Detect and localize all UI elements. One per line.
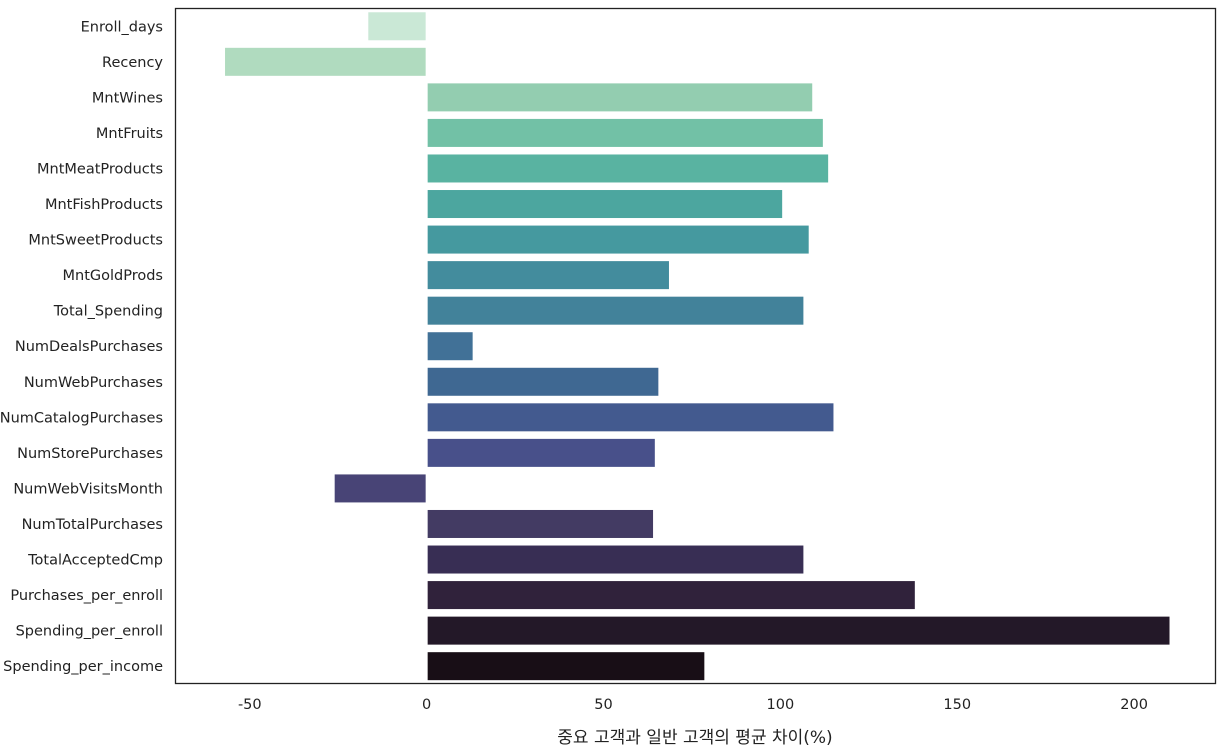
category-label: MntWines	[92, 90, 163, 106]
category-label: NumDealsPurchases	[15, 339, 163, 355]
category-label: Spending_per_income	[3, 659, 163, 675]
category-label: MntGoldProds	[63, 268, 164, 284]
category-label: NumWebVisitsMonth	[13, 481, 163, 497]
bar-numtotalpurchases	[427, 509, 654, 538]
x-tick-label: -50	[238, 697, 262, 713]
x-axis-ticks: -50 0 50 100 150 200	[238, 697, 1148, 713]
bar-purchases-per-enroll	[427, 581, 915, 610]
x-tick-label: 200	[1120, 697, 1148, 713]
category-labels: Enroll_days Recency MntWines MntFruits MntMe…	[0, 19, 163, 675]
category-label: MntFishProducts	[45, 197, 163, 213]
category-label: Enroll_days	[81, 19, 163, 35]
bar-mntfruits	[427, 118, 823, 147]
bar-mntfishproducts	[427, 190, 783, 219]
bar-numwebvisitsmonth	[334, 474, 426, 503]
x-axis-title: 중요 고객과 일반 고객의 평균 차이(%)	[557, 728, 832, 748]
bar-total-spending	[427, 296, 804, 325]
category-label: NumStorePurchases	[17, 446, 163, 462]
bar-numdealspurchases	[427, 332, 473, 361]
bar-spending-per-enroll	[427, 616, 1170, 645]
category-label: MntMeatProducts	[37, 161, 163, 177]
category-label: NumWebPurchases	[24, 375, 163, 391]
category-label: NumTotalPurchases	[22, 517, 163, 533]
x-tick-label: 50	[594, 697, 612, 713]
x-tick-label: 0	[422, 697, 431, 713]
bar-enroll-days	[368, 12, 426, 41]
category-label: MntSweetProducts	[28, 233, 163, 249]
bar-mntsweetproducts	[427, 225, 809, 254]
category-label: Total_Spending	[53, 304, 163, 320]
bar-mntgoldprods	[427, 261, 669, 290]
x-tick-label: 100	[767, 697, 795, 713]
bar-numstorepurchases	[427, 438, 655, 467]
category-label: Spending_per_enroll	[16, 624, 163, 640]
bar-recency	[225, 47, 426, 76]
bars-group	[225, 12, 1170, 681]
category-label: Recency	[102, 55, 163, 71]
plot-frame	[174, 7, 1217, 685]
bar-numwebpurchases	[427, 367, 659, 396]
x-tick-label: 150	[943, 697, 971, 713]
bar-mntwines	[427, 83, 813, 112]
bar-numcatalogpurchases	[427, 403, 834, 432]
bar-spending-per-income	[427, 652, 705, 681]
category-label: TotalAcceptedCmp	[27, 553, 163, 569]
bar-totalacceptedcmp	[427, 545, 804, 574]
category-label: MntFruits	[96, 126, 163, 142]
category-label: Purchases_per_enroll	[10, 588, 163, 604]
category-label: NumCatalogPurchases	[0, 410, 163, 426]
bar-mntmeatproducts	[427, 154, 829, 183]
